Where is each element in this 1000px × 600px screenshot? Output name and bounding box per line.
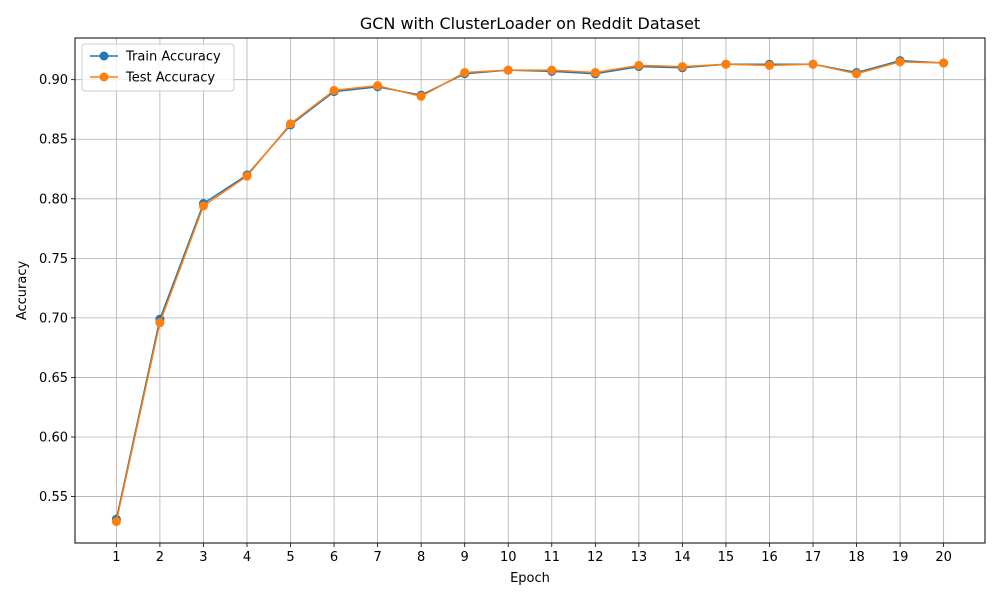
chart-title: GCN with ClusterLoader on Reddit Dataset [360, 14, 700, 33]
x-tick-label: 7 [373, 550, 381, 565]
x-tick-label: 9 [461, 550, 469, 565]
legend-label-train: Train Accuracy [125, 50, 221, 65]
x-tick-label: 17 [805, 550, 822, 565]
data-point [198, 201, 208, 211]
data-point [721, 59, 731, 69]
data-point [111, 517, 121, 527]
data-point [373, 81, 383, 91]
series-test [111, 57, 949, 527]
x-tick-label: 6 [330, 550, 338, 565]
x-tick-label: 12 [587, 550, 604, 565]
x-tick-label: 4 [243, 550, 251, 565]
y-tick-label: 0.70 [39, 311, 68, 326]
x-tick-label: 13 [631, 550, 648, 565]
data-point [155, 318, 165, 328]
data-point [503, 65, 513, 75]
x-tick-label: 10 [500, 550, 517, 565]
data-point [416, 91, 426, 101]
grid [75, 38, 985, 543]
x-tick-label: 18 [848, 550, 865, 565]
legend-marker-train [99, 51, 109, 61]
x-tick-label: 16 [761, 550, 778, 565]
legend: Train Accuracy Test Accuracy [81, 43, 235, 92]
y-tick-label: 0.65 [39, 371, 68, 386]
data-point [547, 65, 557, 75]
x-tick-label: 1 [112, 550, 120, 565]
data-point [939, 58, 949, 68]
x-tick-label: 5 [286, 550, 294, 565]
data-point [895, 57, 905, 67]
y-tick-label: 0.55 [39, 490, 68, 505]
y-tick-label: 0.90 [39, 73, 68, 88]
x-axis-label: Epoch [510, 571, 550, 586]
data-point [460, 68, 470, 78]
data-point [852, 69, 862, 79]
y-axis-label: Accuracy [15, 261, 30, 321]
legend-label-test: Test Accuracy [125, 71, 215, 86]
data-point [764, 60, 774, 70]
y-tick-label: 0.75 [39, 252, 68, 267]
data-point [677, 62, 687, 72]
legend-marker-test [99, 72, 109, 82]
plot-frame [74, 37, 986, 544]
x-tick-label: 8 [417, 550, 425, 565]
x-tick-label: 20 [935, 550, 952, 565]
data-point [634, 60, 644, 70]
data-point [590, 68, 600, 78]
data-point [808, 59, 818, 69]
y-tick-label: 0.85 [39, 133, 68, 148]
x-tick-label: 19 [892, 550, 909, 565]
x-tick-label: 2 [156, 550, 164, 565]
data-point [329, 85, 339, 95]
x-tick-label: 14 [674, 550, 691, 565]
x-tick-label: 3 [199, 550, 207, 565]
series-line [115, 61, 944, 522]
legend-box [81, 43, 235, 92]
axes: 1 2 3 4 5 6 7 8 9 10 11 12 13 14 15 16 17 18 19 200.550.600… [39, 73, 952, 565]
y-tick-label: 0.60 [39, 430, 68, 445]
x-tick-label: 11 [543, 550, 560, 565]
series-group [111, 56, 949, 527]
data-point [242, 171, 252, 181]
x-tick-label: 15 [718, 550, 735, 565]
y-tick-label: 0.80 [39, 192, 68, 207]
data-point [286, 119, 296, 129]
